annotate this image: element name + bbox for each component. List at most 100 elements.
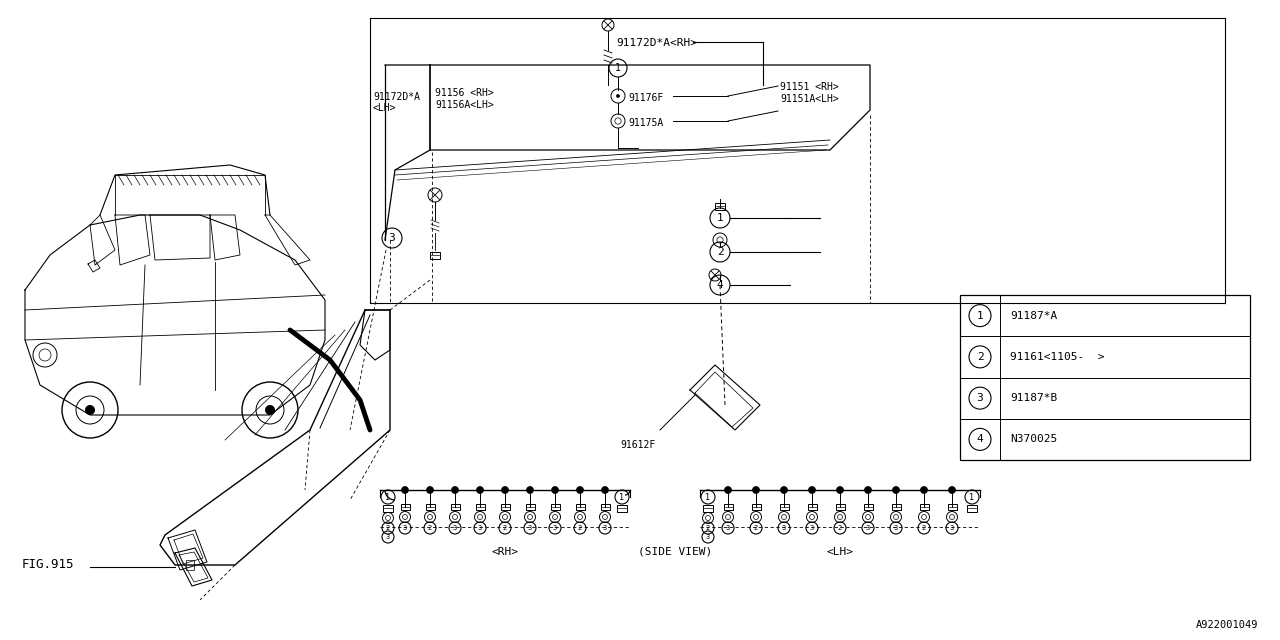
Text: 91151A<LH>: 91151A<LH> <box>780 94 838 104</box>
Text: <LH>: <LH> <box>372 103 397 113</box>
Text: 2: 2 <box>428 525 433 531</box>
Bar <box>475 504 485 510</box>
Circle shape <box>84 405 95 415</box>
Circle shape <box>617 95 620 97</box>
Bar <box>919 504 928 510</box>
Text: <LH>: <LH> <box>827 547 854 557</box>
Circle shape <box>426 486 434 493</box>
Bar <box>383 504 393 511</box>
Text: FIG.915: FIG.915 <box>22 559 74 572</box>
Text: 3: 3 <box>810 525 814 531</box>
Text: 2: 2 <box>385 525 390 531</box>
Circle shape <box>552 486 558 493</box>
Text: (SIDE VIEW): (SIDE VIEW) <box>637 547 712 557</box>
Bar <box>186 560 195 570</box>
Text: 3: 3 <box>603 525 607 531</box>
Circle shape <box>265 405 275 415</box>
Text: 91172D*A<RH>: 91172D*A<RH> <box>616 38 698 48</box>
Text: 1: 1 <box>620 493 625 502</box>
Text: 2: 2 <box>577 525 582 531</box>
Text: 2: 2 <box>717 247 723 257</box>
Bar <box>891 504 901 510</box>
Bar <box>576 504 585 510</box>
Circle shape <box>837 486 844 493</box>
Text: 91156 <RH>: 91156 <RH> <box>435 88 494 98</box>
Text: 2: 2 <box>503 525 507 531</box>
Text: 91172D*A: 91172D*A <box>372 92 420 102</box>
Text: 3: 3 <box>950 525 954 531</box>
Text: 3: 3 <box>389 233 396 243</box>
Text: 91176F: 91176F <box>628 93 663 103</box>
Text: 1: 1 <box>616 63 621 73</box>
Text: 2: 2 <box>754 525 758 531</box>
Text: 2: 2 <box>705 525 710 531</box>
Text: 91612F: 91612F <box>620 440 655 450</box>
Text: 3: 3 <box>865 525 870 531</box>
Circle shape <box>724 486 731 493</box>
Text: 3: 3 <box>553 525 557 531</box>
Text: 3: 3 <box>705 534 710 540</box>
Text: 1: 1 <box>705 493 710 502</box>
Text: 4: 4 <box>717 280 723 290</box>
Text: 91151 <RH>: 91151 <RH> <box>780 82 838 92</box>
Bar <box>864 504 873 510</box>
Text: 91175A: 91175A <box>628 118 663 128</box>
Circle shape <box>452 486 458 493</box>
Text: 3: 3 <box>453 525 457 531</box>
Bar <box>550 504 559 510</box>
Text: 3: 3 <box>893 525 899 531</box>
Bar <box>617 504 627 511</box>
Bar <box>526 504 535 510</box>
Circle shape <box>948 486 955 493</box>
Circle shape <box>576 486 584 493</box>
Bar <box>600 504 609 510</box>
Bar <box>430 252 440 259</box>
Circle shape <box>526 486 534 493</box>
Bar <box>401 504 410 510</box>
Bar <box>703 504 713 511</box>
Text: 91187*B: 91187*B <box>1010 393 1057 403</box>
Text: 3: 3 <box>477 525 483 531</box>
Text: 3: 3 <box>403 525 407 531</box>
Text: 2: 2 <box>838 525 842 531</box>
Circle shape <box>920 486 928 493</box>
Text: 91156A<LH>: 91156A<LH> <box>435 100 494 110</box>
Circle shape <box>753 486 759 493</box>
Circle shape <box>809 486 815 493</box>
Bar <box>966 504 977 511</box>
Text: 2: 2 <box>977 352 983 362</box>
Text: 3: 3 <box>782 525 786 531</box>
Text: 2: 2 <box>922 525 927 531</box>
Bar <box>808 504 817 510</box>
Bar <box>780 504 788 510</box>
Bar <box>716 202 724 209</box>
Bar <box>960 295 1251 460</box>
Bar <box>723 504 732 510</box>
Text: 1: 1 <box>969 493 974 502</box>
Text: N370025: N370025 <box>1010 435 1057 444</box>
Text: 91161<1105-  >: 91161<1105- > <box>1010 352 1105 362</box>
Text: 1: 1 <box>977 310 983 321</box>
Circle shape <box>502 486 508 493</box>
Circle shape <box>402 486 408 493</box>
Text: 1: 1 <box>385 493 390 502</box>
Text: 91187*A: 91187*A <box>1010 310 1057 321</box>
Text: A922001049: A922001049 <box>1196 620 1258 630</box>
Bar <box>425 504 434 510</box>
Circle shape <box>476 486 484 493</box>
Text: 3: 3 <box>977 393 983 403</box>
Text: 3: 3 <box>385 534 390 540</box>
Text: <RH>: <RH> <box>492 547 518 557</box>
Circle shape <box>864 486 872 493</box>
Bar <box>947 504 956 510</box>
Text: 1: 1 <box>717 213 723 223</box>
Bar <box>836 504 845 510</box>
Circle shape <box>781 486 787 493</box>
Bar <box>451 504 460 510</box>
Circle shape <box>602 486 608 493</box>
Text: 3: 3 <box>726 525 730 531</box>
Bar <box>500 504 509 510</box>
Text: 4: 4 <box>977 435 983 444</box>
Text: 3: 3 <box>527 525 532 531</box>
Bar <box>751 504 760 510</box>
